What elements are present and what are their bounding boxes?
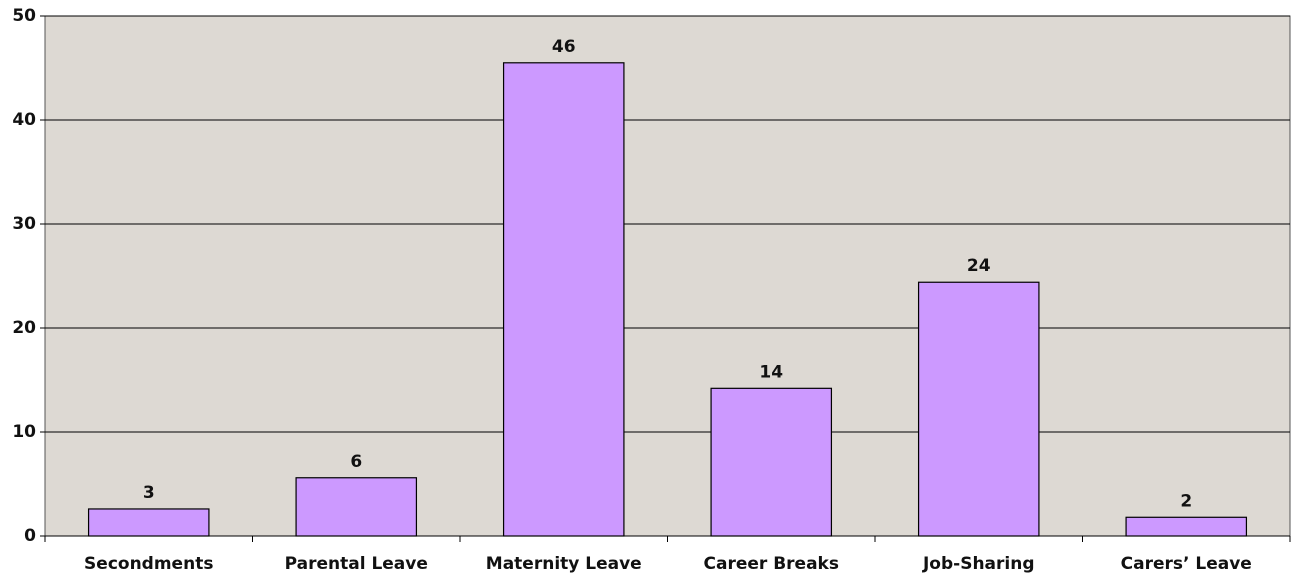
- bar: [295, 477, 418, 537]
- value-label: 6: [350, 452, 362, 472]
- bar: [1125, 516, 1248, 537]
- y-tick-label: 20: [12, 318, 36, 338]
- y-tick-label: 50: [12, 6, 36, 26]
- bar: [917, 281, 1040, 537]
- y-tick-label: 10: [12, 422, 36, 442]
- x-tick-label: Job-Sharing: [922, 554, 1035, 574]
- x-tick-label: Maternity Leave: [486, 554, 642, 574]
- bar: [502, 62, 625, 537]
- x-tick-label: Parental Leave: [285, 554, 428, 574]
- value-label: 3: [143, 483, 155, 503]
- plot-area: [44, 15, 1291, 537]
- value-label: 24: [967, 256, 991, 276]
- value-label: 46: [552, 37, 576, 57]
- bar: [710, 387, 833, 537]
- y-tick-label: 40: [12, 110, 36, 130]
- x-tick-label: Carers’ Leave: [1121, 554, 1252, 574]
- x-tick-label: Career Breaks: [704, 554, 839, 574]
- x-tick-label: Secondments: [84, 554, 213, 574]
- value-label: 2: [1180, 491, 1192, 511]
- y-tick-label: 0: [24, 526, 36, 546]
- y-tick-label: 30: [12, 214, 36, 234]
- bar: [87, 508, 210, 537]
- value-label: 14: [759, 362, 783, 382]
